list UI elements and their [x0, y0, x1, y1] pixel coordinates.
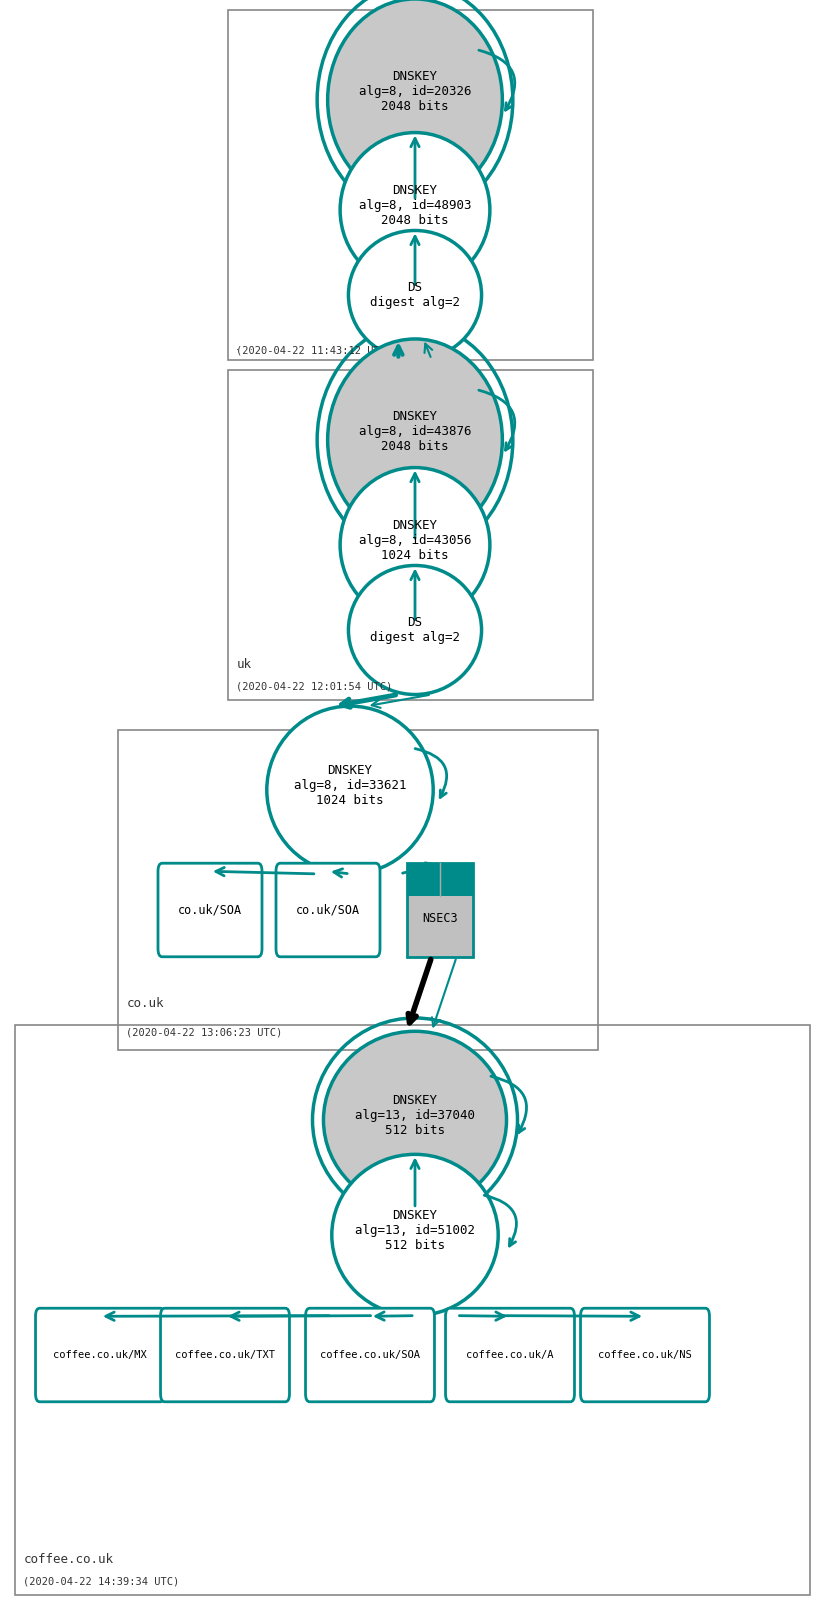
Text: DNSKEY
alg=13, id=51002
512 bits: DNSKEY alg=13, id=51002 512 bits [355, 1208, 475, 1252]
Ellipse shape [332, 1155, 498, 1316]
Text: co.uk/SOA: co.uk/SOA [178, 903, 242, 916]
Ellipse shape [328, 0, 503, 202]
FancyBboxPatch shape [276, 863, 380, 957]
Text: DNSKEY
alg=8, id=43876
2048 bits: DNSKEY alg=8, id=43876 2048 bits [359, 410, 471, 453]
Ellipse shape [267, 706, 433, 874]
Ellipse shape [349, 231, 482, 360]
Text: coffee.co.uk: coffee.co.uk [23, 1553, 113, 1566]
Text: NSEC3: NSEC3 [422, 911, 458, 924]
Bar [15, 1024, 810, 1595]
Text: (2020-04-22 11:43:12 UTC): (2020-04-22 11:43:12 UTC) [236, 345, 393, 355]
FancyBboxPatch shape [581, 1308, 710, 1402]
FancyArrowPatch shape [484, 1195, 517, 1245]
FancyArrowPatch shape [479, 390, 515, 450]
Text: coffee.co.uk/SOA: coffee.co.uk/SOA [320, 1350, 420, 1360]
FancyBboxPatch shape [161, 1308, 290, 1402]
Bar [228, 10, 593, 360]
Text: DNSKEY
alg=8, id=20326
2048 bits: DNSKEY alg=8, id=20326 2048 bits [359, 71, 471, 113]
Bar [118, 731, 598, 1050]
FancyBboxPatch shape [36, 1308, 165, 1402]
FancyBboxPatch shape [158, 863, 262, 957]
Text: DS
digest alg=2: DS digest alg=2 [370, 616, 460, 644]
Ellipse shape [328, 339, 503, 540]
Bar [407, 863, 473, 957]
FancyArrowPatch shape [479, 50, 515, 110]
Bar [228, 369, 593, 700]
Text: coffee.co.uk/A: coffee.co.uk/A [466, 1350, 554, 1360]
FancyBboxPatch shape [445, 1308, 574, 1402]
Text: co.uk: co.uk [126, 997, 164, 1010]
Text: DNSKEY
alg=8, id=33621
1024 bits: DNSKEY alg=8, id=33621 1024 bits [294, 763, 406, 806]
FancyBboxPatch shape [305, 1308, 434, 1402]
Text: DNSKEY
alg=8, id=48903
2048 bits: DNSKEY alg=8, id=48903 2048 bits [359, 184, 471, 227]
Ellipse shape [340, 468, 490, 623]
Text: (2020-04-22 13:06:23 UTC): (2020-04-22 13:06:23 UTC) [126, 1027, 283, 1037]
Text: .: . [236, 342, 240, 352]
Text: co.uk/SOA: co.uk/SOA [296, 903, 360, 916]
Text: coffee.co.uk/MX: coffee.co.uk/MX [53, 1350, 147, 1360]
Text: DNSKEY
alg=8, id=43056
1024 bits: DNSKEY alg=8, id=43056 1024 bits [359, 519, 471, 561]
FancyArrowPatch shape [415, 748, 447, 797]
Bar [407, 863, 473, 895]
Text: (2020-04-22 14:39:34 UTC): (2020-04-22 14:39:34 UTC) [23, 1578, 180, 1587]
Text: DNSKEY
alg=13, id=37040
512 bits: DNSKEY alg=13, id=37040 512 bits [355, 1094, 475, 1137]
Ellipse shape [349, 566, 482, 695]
Text: coffee.co.uk/TXT: coffee.co.uk/TXT [175, 1350, 275, 1360]
Ellipse shape [324, 1031, 507, 1208]
Text: DS
digest alg=2: DS digest alg=2 [370, 281, 460, 310]
FancyArrowPatch shape [491, 1076, 527, 1132]
Ellipse shape [340, 132, 490, 287]
Text: (2020-04-22 12:01:54 UTC): (2020-04-22 12:01:54 UTC) [236, 682, 393, 692]
Text: uk: uk [236, 658, 251, 671]
Text: coffee.co.uk/NS: coffee.co.uk/NS [598, 1350, 692, 1360]
